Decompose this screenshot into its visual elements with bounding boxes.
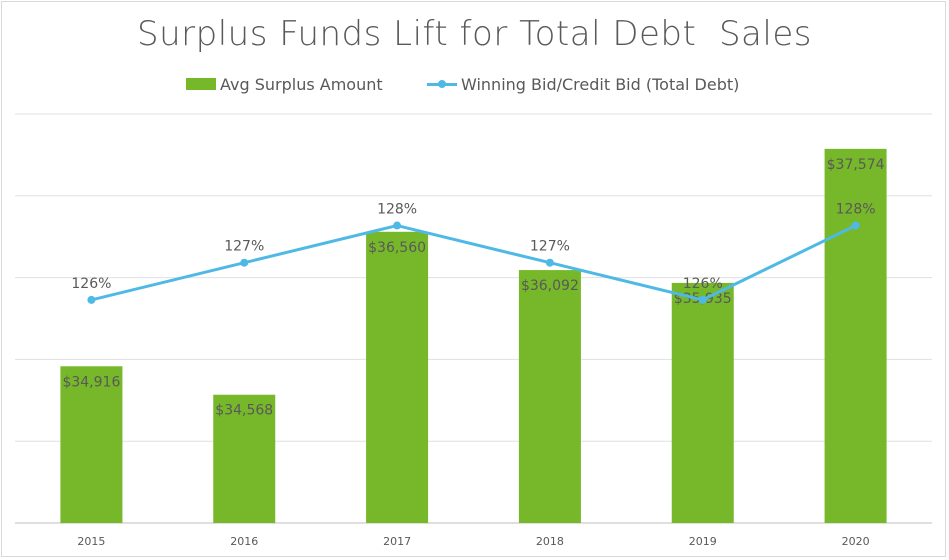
bar-value-label: $36,560 — [368, 240, 426, 256]
bar — [671, 282, 734, 523]
line-point — [545, 258, 554, 267]
legend-label-line: Winning Bid/Credit Bid (Total Debt) — [461, 74, 740, 94]
legend-label-bars: Avg Surplus Amount — [220, 74, 383, 94]
line-value-label: 128% — [836, 202, 876, 218]
x-tick-label: 2017 — [383, 535, 411, 548]
line-point — [393, 221, 402, 230]
legend: Avg Surplus Amount Winning Bid/Credit Bi… — [0, 72, 949, 96]
legend-swatch-line — [427, 78, 457, 90]
line-point — [87, 295, 96, 304]
legend-item-line: Winning Bid/Credit Bid (Total Debt) — [427, 72, 739, 96]
line-value-label: 127% — [530, 239, 570, 255]
line-value-label: 126% — [71, 276, 111, 292]
x-tick-label: 2016 — [230, 535, 258, 548]
legend-item-bars: Avg Surplus Amount — [186, 72, 383, 96]
line-value-label: 127% — [224, 239, 264, 255]
legend-swatch-bar — [186, 78, 216, 90]
bar — [366, 231, 429, 524]
chart-title: Surplus Funds Lift for Total Debt Sales — [137, 14, 812, 54]
bar — [60, 366, 123, 523]
line-point — [698, 295, 707, 304]
x-tick-label: 2020 — [842, 535, 870, 548]
x-tick-label: 2019 — [689, 535, 717, 548]
x-tick-label: 2015 — [77, 535, 105, 548]
bar-value-label: $37,574 — [827, 157, 885, 173]
bar-value-label: $36,092 — [521, 278, 579, 294]
bar-value-label: $34,568 — [215, 403, 273, 419]
x-tick-label: 2018 — [536, 535, 564, 548]
line-value-label: 126% — [683, 276, 723, 292]
line-point — [851, 221, 860, 230]
line-series — [91, 224, 857, 302]
bar — [824, 148, 887, 523]
bar-value-label: $34,916 — [62, 374, 120, 390]
bar — [518, 270, 581, 523]
line-value-label: 128% — [377, 202, 417, 218]
bar — [213, 394, 276, 523]
line-point — [240, 258, 249, 267]
